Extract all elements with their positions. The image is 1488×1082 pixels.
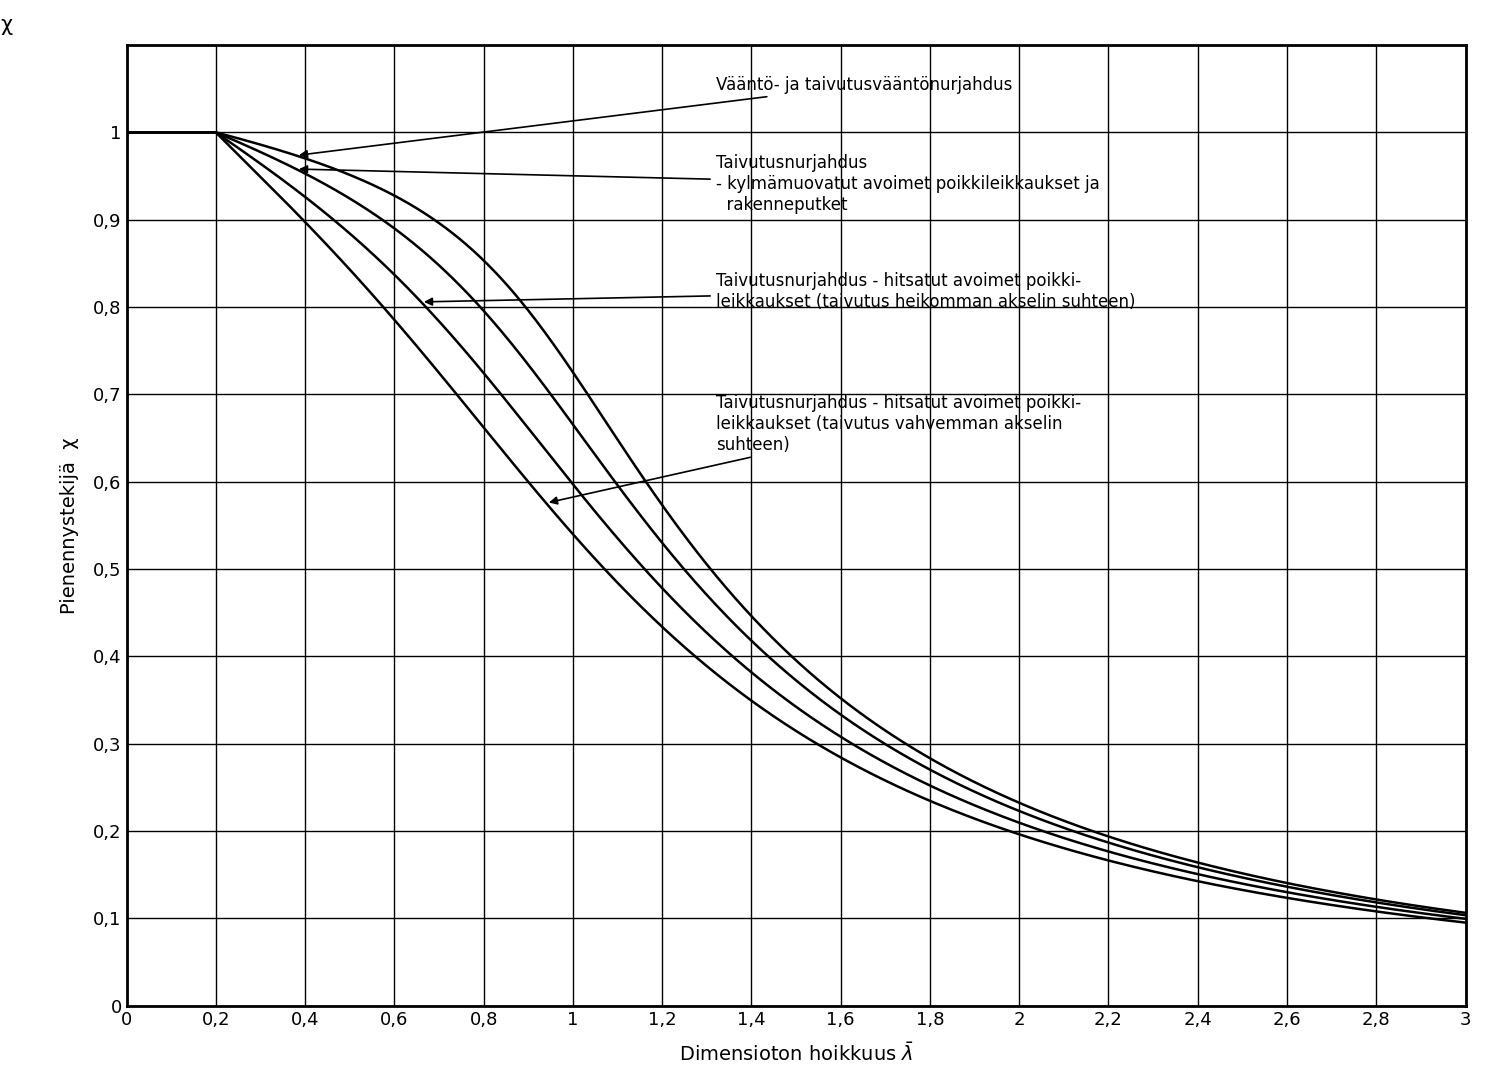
Text: Taivutusnurjahdus - hitsatut avoimet poikki-
leikkaukset (taivutus heikomman aks: Taivutusnurjahdus - hitsatut avoimet poi… [426,272,1135,311]
Text: Vääntö- ja taivutusvääntönurjahdus: Vääntö- ja taivutusvääntönurjahdus [301,76,1012,157]
Text: Taivutusnurjahdus - hitsatut avoimet poikki-
leikkaukset (taivutus vahvemman aks: Taivutusnurjahdus - hitsatut avoimet poi… [551,394,1080,504]
X-axis label: Dimensioton hoikkuus $\bar{\lambda}$: Dimensioton hoikkuus $\bar{\lambda}$ [679,1042,914,1066]
Text: χ: χ [0,15,12,36]
Text: Taivutusnurjahdus
- kylmämuovatut avoimet poikkileikkaukset ja
  rakenneputket: Taivutusnurjahdus - kylmämuovatut avoime… [301,154,1100,214]
Y-axis label: Pienennystekijä  χ: Pienennystekijä χ [61,437,79,613]
